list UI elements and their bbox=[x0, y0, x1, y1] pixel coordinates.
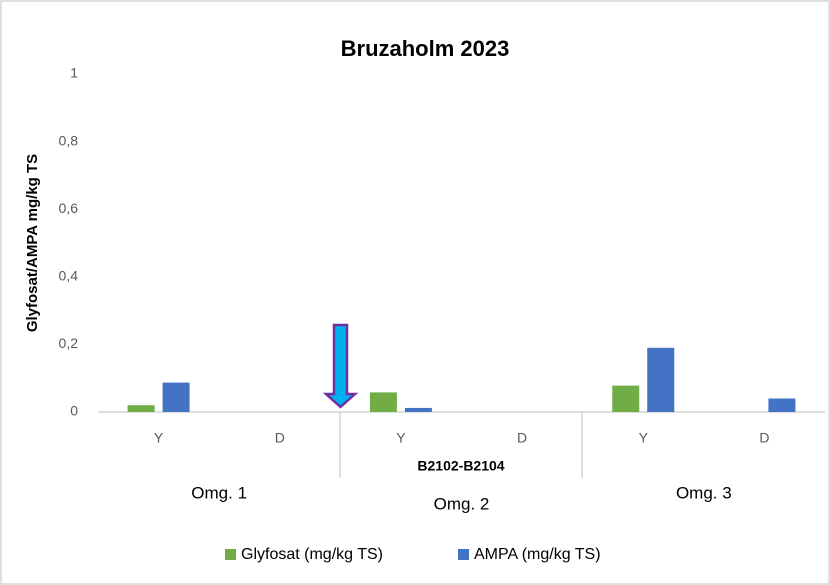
legend-swatch bbox=[225, 549, 236, 560]
bar bbox=[404, 407, 432, 412]
group-label: Omg. 1 bbox=[191, 483, 247, 502]
y-axis-title: Glyfosat/AMPA mg/kg TS bbox=[24, 154, 41, 332]
bar bbox=[127, 405, 155, 412]
legend-label: Glyfosat (mg/kg TS) bbox=[241, 546, 383, 563]
group-label: Omg. 3 bbox=[676, 483, 732, 502]
x-tick-label: Y bbox=[639, 430, 649, 446]
y-tick-label: 0 bbox=[70, 403, 78, 419]
annotation: B2102-B2104 bbox=[417, 458, 504, 474]
y-tick-label: 0,2 bbox=[59, 335, 79, 351]
group-label: Omg. 2 bbox=[434, 494, 490, 513]
arrow bbox=[322, 323, 359, 409]
y-tick-label: 0,6 bbox=[59, 200, 79, 216]
y-tick-label: 1 bbox=[70, 65, 78, 81]
x-tick-label: Y bbox=[154, 430, 164, 446]
y-tick-label: 0,8 bbox=[59, 132, 79, 148]
bar bbox=[162, 382, 190, 412]
legend-label: AMPA (mg/kg TS) bbox=[474, 546, 601, 563]
legend-swatch bbox=[458, 549, 469, 560]
bar bbox=[369, 392, 397, 412]
x-tick-label: D bbox=[759, 430, 769, 446]
y-tick-label: 0,4 bbox=[59, 268, 79, 284]
bar bbox=[612, 385, 640, 412]
x-tick-label: D bbox=[275, 430, 285, 446]
x-tick-label: Y bbox=[396, 430, 406, 446]
chart-title: Bruzaholm 2023 bbox=[341, 36, 510, 61]
bar bbox=[768, 398, 796, 412]
x-tick-label: D bbox=[517, 430, 527, 446]
bar bbox=[647, 347, 675, 412]
